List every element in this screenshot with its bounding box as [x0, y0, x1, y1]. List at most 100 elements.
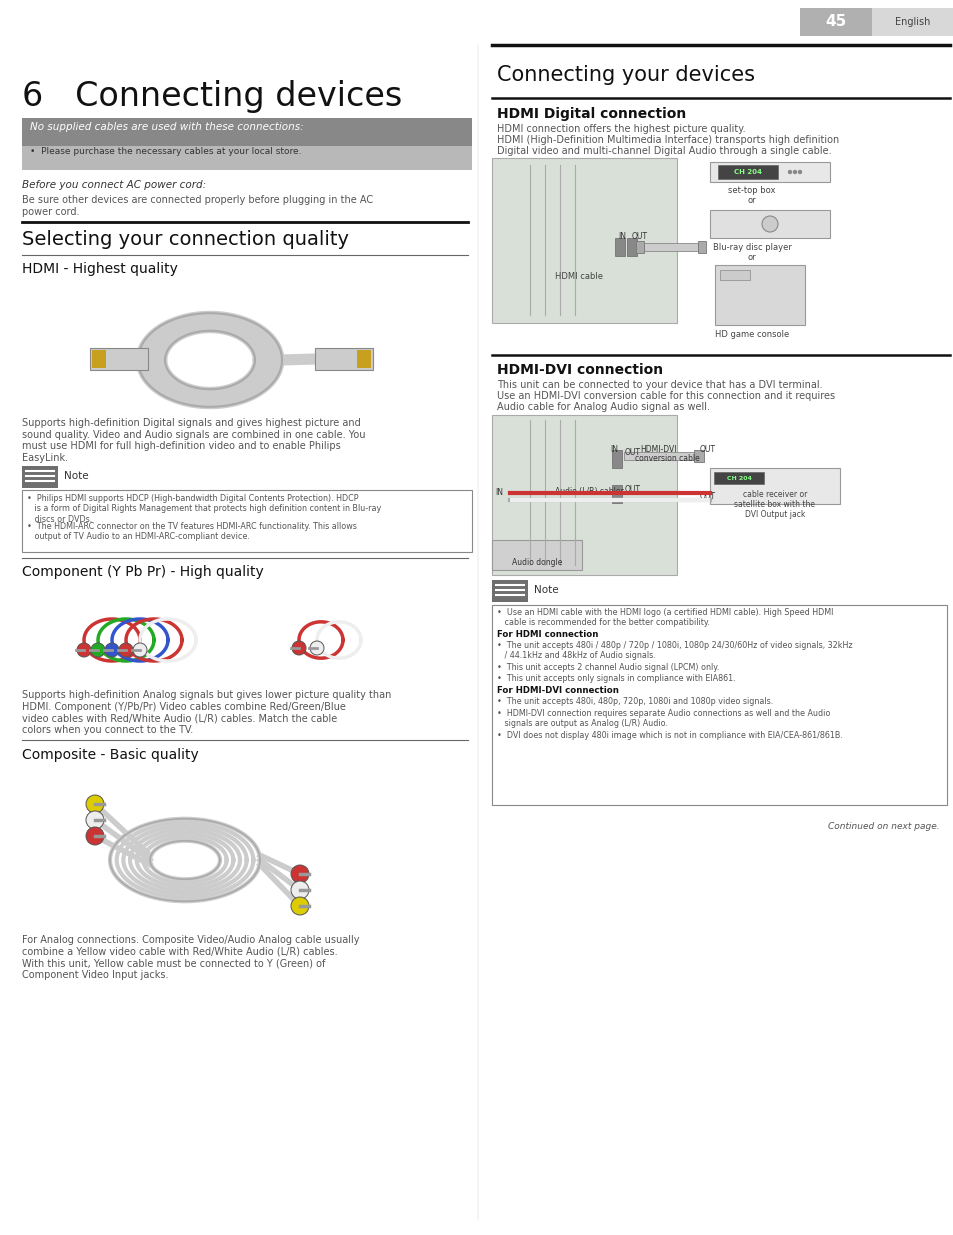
Circle shape — [310, 641, 324, 655]
Text: OUT: OUT — [624, 448, 640, 457]
Text: Note: Note — [534, 585, 558, 595]
Text: conversion cable: conversion cable — [635, 454, 699, 463]
Text: Note: Note — [64, 471, 89, 480]
Bar — [709, 210, 829, 238]
Text: power cord.: power cord. — [22, 207, 79, 217]
Bar — [615, 238, 624, 256]
Text: English: English — [894, 17, 930, 27]
Text: •  The HDMI-ARC connector on the TV features HDMI-ARC functionality. This allows: • The HDMI-ARC connector on the TV featu… — [27, 522, 356, 541]
Text: •  The unit accepts 480i, 480p, 720p, 1080i and 1080p video signals.: • The unit accepts 480i, 480p, 720p, 108… — [497, 697, 773, 706]
Circle shape — [105, 643, 119, 657]
Bar — [698, 241, 705, 253]
Circle shape — [291, 881, 309, 899]
Bar — [638, 243, 698, 251]
Text: Audio dongle: Audio dongle — [511, 558, 561, 567]
Text: cable is recommended for the better compatibility.: cable is recommended for the better comp… — [497, 618, 709, 627]
Text: Blu-ray disc player: Blu-ray disc player — [712, 243, 791, 252]
Bar — [22, 466, 58, 488]
Bar — [626, 238, 637, 256]
Circle shape — [292, 641, 306, 655]
Circle shape — [119, 643, 132, 657]
Circle shape — [91, 643, 105, 657]
Text: •  Use an HDMI cable with the HDMI logo (a certified HDMI cable). High Speed HDM: • Use an HDMI cable with the HDMI logo (… — [497, 608, 833, 618]
Text: No supplied cables are used with these connections:: No supplied cables are used with these c… — [30, 122, 303, 132]
Text: •  HDMI-DVI connection requires separate Audio connections as well and the Audio: • HDMI-DVI connection requires separate … — [497, 709, 829, 718]
Text: OUT: OUT — [631, 232, 647, 241]
Text: Before you connect AC power cord:: Before you connect AC power cord: — [22, 180, 206, 190]
Text: For Analog connections. Composite Video/Audio Analog cable usually
combine a Yel: For Analog connections. Composite Video/… — [22, 935, 359, 979]
Text: / 44.1kHz and 48kHz of Audio signals.: / 44.1kHz and 48kHz of Audio signals. — [497, 651, 655, 659]
Circle shape — [86, 827, 104, 845]
Text: OUT: OUT — [700, 445, 716, 454]
Text: DVI Output jack: DVI Output jack — [744, 510, 804, 519]
Bar — [91, 350, 106, 368]
Bar — [714, 266, 804, 325]
Bar — [492, 580, 527, 601]
Text: Be sure other devices are connected properly before plugging in the AC: Be sure other devices are connected prop… — [22, 195, 373, 205]
Bar — [314, 348, 373, 370]
Text: Connecting your devices: Connecting your devices — [497, 65, 754, 85]
Bar — [636, 241, 643, 253]
Text: set-top box: set-top box — [727, 186, 775, 195]
Bar — [693, 450, 703, 462]
Bar — [22, 490, 472, 552]
Text: CH 204: CH 204 — [726, 475, 751, 480]
Text: satellite box with the: satellite box with the — [734, 500, 815, 509]
Bar — [871, 7, 953, 36]
Text: Digital video and multi-channel Digital Audio through a single cable.: Digital video and multi-channel Digital … — [497, 146, 831, 156]
Bar — [22, 146, 472, 170]
Bar — [720, 270, 749, 280]
Text: •  Please purchase the necessary cables at your local store.: • Please purchase the necessary cables a… — [30, 147, 301, 157]
Bar — [713, 472, 763, 484]
Circle shape — [798, 170, 801, 173]
Text: Audio (L/R) cables: Audio (L/R) cables — [555, 487, 624, 496]
Text: Audio cable for Analog Audio signal as well.: Audio cable for Analog Audio signal as w… — [497, 403, 709, 412]
Text: IN: IN — [609, 445, 618, 454]
Bar — [718, 165, 778, 179]
Text: IN: IN — [495, 488, 502, 496]
Text: •  The unit accepts 480i / 480p / 720p / 1080i, 1080p 24/30/60Hz of video signal: • The unit accepts 480i / 480p / 720p / … — [497, 641, 852, 650]
Bar — [623, 452, 693, 459]
Text: 45: 45 — [824, 15, 845, 30]
Text: •  This unit accepts only signals in compliance with EIA861.: • This unit accepts only signals in comp… — [497, 674, 735, 683]
Bar — [492, 540, 581, 571]
Text: Selecting your connection quality: Selecting your connection quality — [22, 230, 349, 249]
Text: 6   Connecting devices: 6 Connecting devices — [22, 80, 402, 112]
Text: Composite - Basic quality: Composite - Basic quality — [22, 748, 198, 762]
Bar — [22, 119, 472, 146]
Text: HD game console: HD game console — [714, 330, 788, 338]
Circle shape — [77, 643, 91, 657]
Text: OUT: OUT — [624, 485, 640, 494]
Bar — [90, 348, 148, 370]
Text: HDMI - Highest quality: HDMI - Highest quality — [22, 262, 177, 275]
Text: •  Philips HDMI supports HDCP (High-bandwidth Digital Contents Protection). HDCP: • Philips HDMI supports HDCP (High-bandw… — [27, 494, 381, 524]
Text: For HDMI connection: For HDMI connection — [497, 630, 598, 638]
Bar — [612, 450, 621, 468]
Bar — [709, 162, 829, 182]
Text: HDMI cable: HDMI cable — [555, 272, 602, 282]
Text: HDMI connection offers the highest picture quality.: HDMI connection offers the highest pictu… — [497, 124, 745, 135]
Text: HDMI (High-Definition Multimedia Interface) transports high definition: HDMI (High-Definition Multimedia Interfa… — [497, 135, 839, 144]
Bar — [492, 605, 946, 805]
Text: IN: IN — [618, 232, 625, 241]
Bar — [356, 350, 371, 368]
Circle shape — [291, 897, 309, 915]
Text: cable receiver or: cable receiver or — [742, 490, 806, 499]
Bar — [709, 468, 840, 504]
Text: OUT: OUT — [700, 492, 716, 501]
Bar — [612, 485, 621, 503]
Text: HDMI-DVI connection: HDMI-DVI connection — [497, 363, 662, 377]
Text: •  This unit accepts 2 channel Audio signal (LPCM) only.: • This unit accepts 2 channel Audio sign… — [497, 663, 719, 672]
Circle shape — [291, 864, 309, 883]
Text: •  DVI does not display 480i image which is not in compliance with EIA/CEA-861/8: • DVI does not display 480i image which … — [497, 731, 842, 740]
Text: CH 204: CH 204 — [733, 169, 761, 175]
Text: Continued on next page.: Continued on next page. — [827, 823, 939, 831]
Text: For HDMI-DVI connection: For HDMI-DVI connection — [497, 685, 618, 695]
Bar — [492, 158, 677, 324]
Text: HDMI Digital connection: HDMI Digital connection — [497, 107, 685, 121]
Text: signals are output as Analog (L/R) Audio.: signals are output as Analog (L/R) Audio… — [497, 719, 667, 727]
Circle shape — [788, 170, 791, 173]
Circle shape — [761, 216, 778, 232]
Circle shape — [86, 811, 104, 829]
Text: or: or — [747, 253, 756, 262]
